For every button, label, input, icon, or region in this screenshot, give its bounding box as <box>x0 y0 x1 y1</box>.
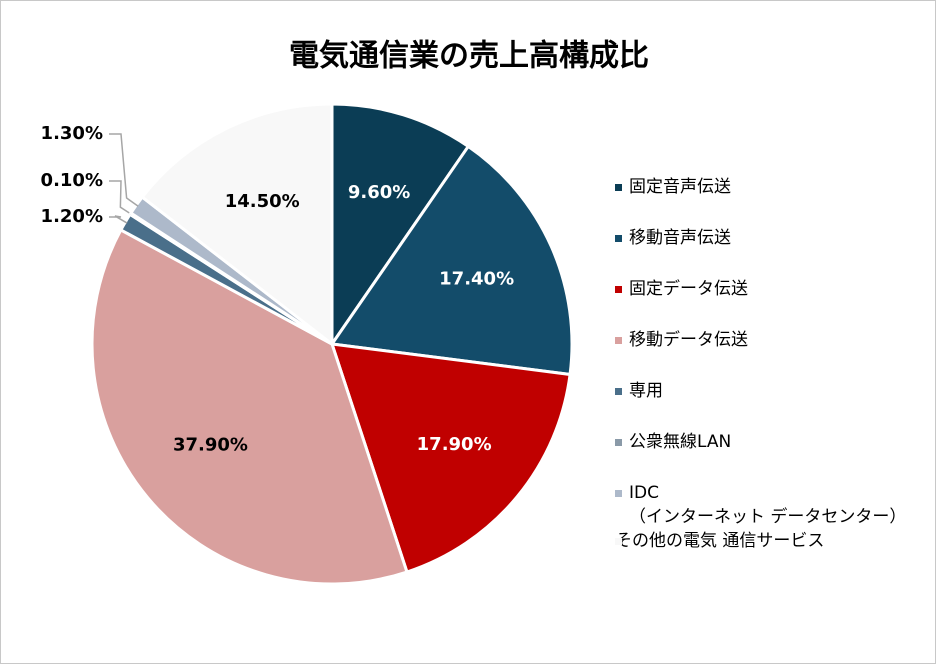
data-label: 1.30% <box>41 123 103 144</box>
data-label: 0.10% <box>41 170 103 191</box>
leader-line <box>109 180 133 216</box>
legend-item: 移動データ伝送 <box>615 328 925 379</box>
legend-label: 固定音声伝送 <box>629 177 731 197</box>
pie-slice <box>140 102 334 348</box>
data-label: 1.20% <box>41 206 103 227</box>
legend-label: その他の電気 通信サービス <box>615 531 825 551</box>
chart-title: 電気通信業の売上高構成比 <box>289 39 649 74</box>
legend-marker <box>615 388 622 395</box>
data-label: 17.40% <box>439 268 514 289</box>
data-label: 17.90% <box>417 434 492 455</box>
legend-label: 公衆無線LAN <box>629 432 732 452</box>
legend-label: 移動音声伝送 <box>629 228 731 248</box>
pie-slice <box>90 227 409 586</box>
legend-item: その他の電気 通信サービス <box>615 529 925 580</box>
legend: 固定音声伝送 移動音声伝送 固定データ伝送 移動データ伝送 専用公衆無線LAN IDC （… <box>615 175 925 580</box>
legend-label: 固定データ伝送 <box>629 279 748 299</box>
data-label: 9.60% <box>348 182 410 203</box>
leader-line <box>109 133 139 207</box>
data-label: 37.90% <box>173 435 248 456</box>
pie-slice <box>329 144 574 377</box>
legend-marker <box>615 235 622 242</box>
legend-item: 公衆無線LAN <box>615 430 925 481</box>
legend-marker <box>615 538 622 545</box>
legend-label: 専用 <box>629 381 663 401</box>
legend-item: 固定音声伝送 <box>615 175 925 226</box>
pie-slice <box>329 342 572 574</box>
legend-marker <box>615 490 622 497</box>
legend-item: 固定データ伝送 <box>615 277 925 328</box>
legend-marker <box>615 439 622 446</box>
legend-item: 専用 <box>615 379 925 430</box>
legend-marker <box>615 337 622 344</box>
legend-label: IDC （インターネット データセンター） <box>629 483 907 527</box>
legend-item: 移動音声伝送 <box>615 226 925 277</box>
legend-label: 移動データ伝送 <box>629 330 748 350</box>
legend-marker <box>615 286 622 293</box>
data-label: 14.50% <box>225 191 300 212</box>
pie-slice <box>330 102 471 349</box>
legend-marker <box>615 184 622 191</box>
leader-line <box>109 215 128 224</box>
legend-item: IDC （インターネット データセンター） <box>615 481 925 529</box>
